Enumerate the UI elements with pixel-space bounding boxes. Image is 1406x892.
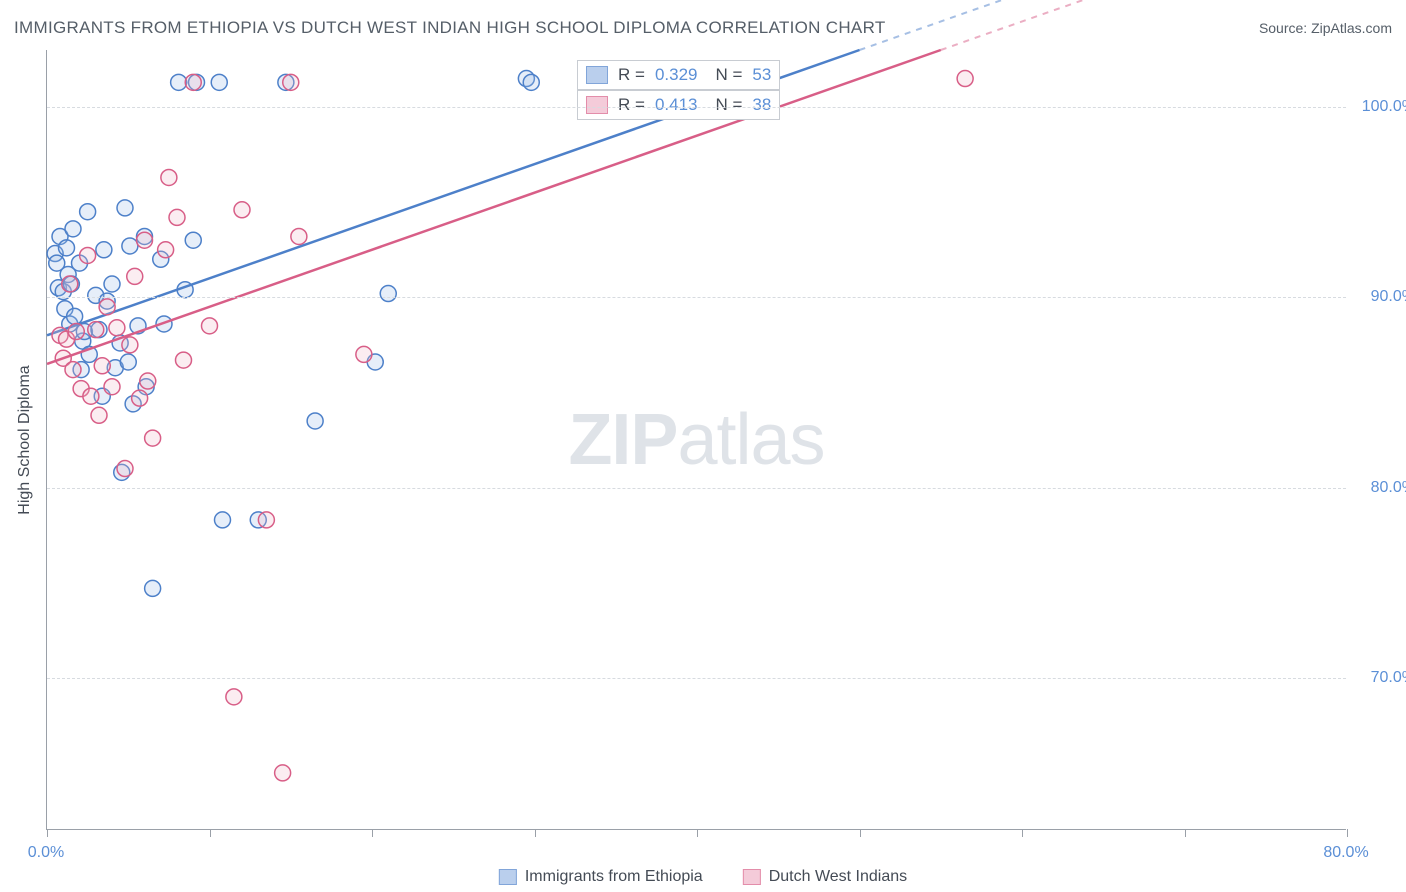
stat-n-value: 53 bbox=[752, 65, 771, 85]
scatter-point-dutch bbox=[80, 247, 96, 263]
scatter-point-dutch bbox=[91, 407, 107, 423]
y-tick-label: 80.0% bbox=[1371, 479, 1406, 497]
scatter-point-dutch bbox=[117, 461, 133, 477]
stat-r-value: 0.413 bbox=[655, 95, 698, 115]
gridline bbox=[47, 297, 1346, 298]
stat-r-value: 0.329 bbox=[655, 65, 698, 85]
stat-r-label: R = bbox=[618, 65, 645, 85]
gridline bbox=[47, 488, 1346, 489]
x-tick bbox=[1022, 829, 1023, 837]
chart-title: IMMIGRANTS FROM ETHIOPIA VS DUTCH WEST I… bbox=[14, 18, 886, 38]
stats-swatch bbox=[586, 96, 608, 114]
x-tick bbox=[535, 829, 536, 837]
x-tick bbox=[697, 829, 698, 837]
scatter-point-dutch bbox=[176, 352, 192, 368]
scatter-point-dutch bbox=[62, 276, 78, 292]
scatter-point-dutch bbox=[65, 362, 81, 378]
gridline bbox=[47, 678, 1346, 679]
scatter-point-dutch bbox=[226, 689, 242, 705]
x-tick bbox=[1347, 829, 1348, 837]
scatter-point-ethiopia bbox=[59, 240, 75, 256]
scatter-point-dutch bbox=[283, 74, 299, 90]
scatter-point-dutch bbox=[109, 320, 125, 336]
scatter-point-ethiopia bbox=[171, 74, 187, 90]
scatter-point-ethiopia bbox=[65, 221, 81, 237]
y-tick-label: 100.0% bbox=[1362, 98, 1406, 116]
stats-box-dutch: R = 0.413 N = 38 bbox=[577, 90, 780, 120]
x-tick bbox=[372, 829, 373, 837]
gridline bbox=[47, 107, 1346, 108]
scatter-point-dutch bbox=[145, 430, 161, 446]
scatter-point-ethiopia bbox=[380, 286, 396, 302]
stat-r-label: R = bbox=[618, 95, 645, 115]
x-tick bbox=[1185, 829, 1186, 837]
scatter-point-dutch bbox=[88, 322, 104, 338]
legend-item-dutch: Dutch West Indians bbox=[743, 868, 907, 886]
scatter-point-dutch bbox=[132, 390, 148, 406]
scatter-point-dutch bbox=[161, 169, 177, 185]
stats-swatch bbox=[586, 66, 608, 84]
stat-n-label: N = bbox=[715, 95, 742, 115]
x-tick-label: 80.0% bbox=[1323, 844, 1368, 862]
scatter-point-dutch bbox=[258, 512, 274, 528]
scatter-point-dutch bbox=[957, 71, 973, 87]
scatter-point-dutch bbox=[137, 232, 153, 248]
y-axis-title: High School Diploma bbox=[16, 365, 34, 514]
scatter-point-ethiopia bbox=[96, 242, 112, 258]
scatter-svg bbox=[47, 50, 1346, 829]
x-tick bbox=[860, 829, 861, 837]
scatter-point-dutch bbox=[185, 74, 201, 90]
stats-box-ethiopia: R = 0.329 N = 53 bbox=[577, 60, 780, 90]
y-tick-label: 70.0% bbox=[1371, 669, 1406, 687]
trend-line-dutch bbox=[47, 50, 941, 364]
legend-label: Immigrants from Ethiopia bbox=[525, 868, 703, 886]
scatter-point-ethiopia bbox=[185, 232, 201, 248]
scatter-point-dutch bbox=[127, 268, 143, 284]
scatter-point-dutch bbox=[99, 299, 115, 315]
legend-item-ethiopia: Immigrants from Ethiopia bbox=[499, 868, 703, 886]
y-tick-label: 90.0% bbox=[1371, 288, 1406, 306]
source-label: Source: ZipAtlas.com bbox=[1259, 20, 1392, 36]
scatter-point-ethiopia bbox=[117, 200, 133, 216]
scatter-point-dutch bbox=[122, 337, 138, 353]
scatter-point-dutch bbox=[202, 318, 218, 334]
scatter-point-ethiopia bbox=[215, 512, 231, 528]
stat-n-value: 38 bbox=[752, 95, 771, 115]
x-tick bbox=[210, 829, 211, 837]
scatter-point-ethiopia bbox=[307, 413, 323, 429]
legend-label: Dutch West Indians bbox=[769, 868, 907, 886]
scatter-point-dutch bbox=[68, 324, 84, 340]
stat-n-label: N = bbox=[715, 65, 742, 85]
scatter-point-ethiopia bbox=[104, 276, 120, 292]
scatter-point-dutch bbox=[158, 242, 174, 258]
scatter-point-ethiopia bbox=[67, 308, 83, 324]
scatter-point-ethiopia bbox=[145, 580, 161, 596]
scatter-point-ethiopia bbox=[80, 204, 96, 220]
scatter-point-ethiopia bbox=[120, 354, 136, 370]
legend-swatch bbox=[743, 869, 761, 885]
scatter-point-ethiopia bbox=[211, 74, 227, 90]
scatter-point-dutch bbox=[291, 228, 307, 244]
scatter-point-dutch bbox=[169, 209, 185, 225]
scatter-point-ethiopia bbox=[122, 238, 138, 254]
scatter-point-dutch bbox=[140, 373, 156, 389]
scatter-point-dutch bbox=[104, 379, 120, 395]
scatter-point-dutch bbox=[83, 388, 99, 404]
x-tick-label: 0.0% bbox=[28, 844, 64, 862]
scatter-point-dutch bbox=[234, 202, 250, 218]
scatter-point-dutch bbox=[356, 346, 372, 362]
legend-swatch bbox=[499, 869, 517, 885]
chart-plot-area: ZIPatlas R =0.329N =53R =0.413N =38 70.0… bbox=[46, 50, 1346, 830]
x-tick bbox=[47, 829, 48, 837]
scatter-point-dutch bbox=[94, 358, 110, 374]
scatter-point-dutch bbox=[275, 765, 291, 781]
bottom-legend: Immigrants from Ethiopia Dutch West India… bbox=[499, 868, 907, 886]
scatter-point-ethiopia bbox=[523, 74, 539, 90]
